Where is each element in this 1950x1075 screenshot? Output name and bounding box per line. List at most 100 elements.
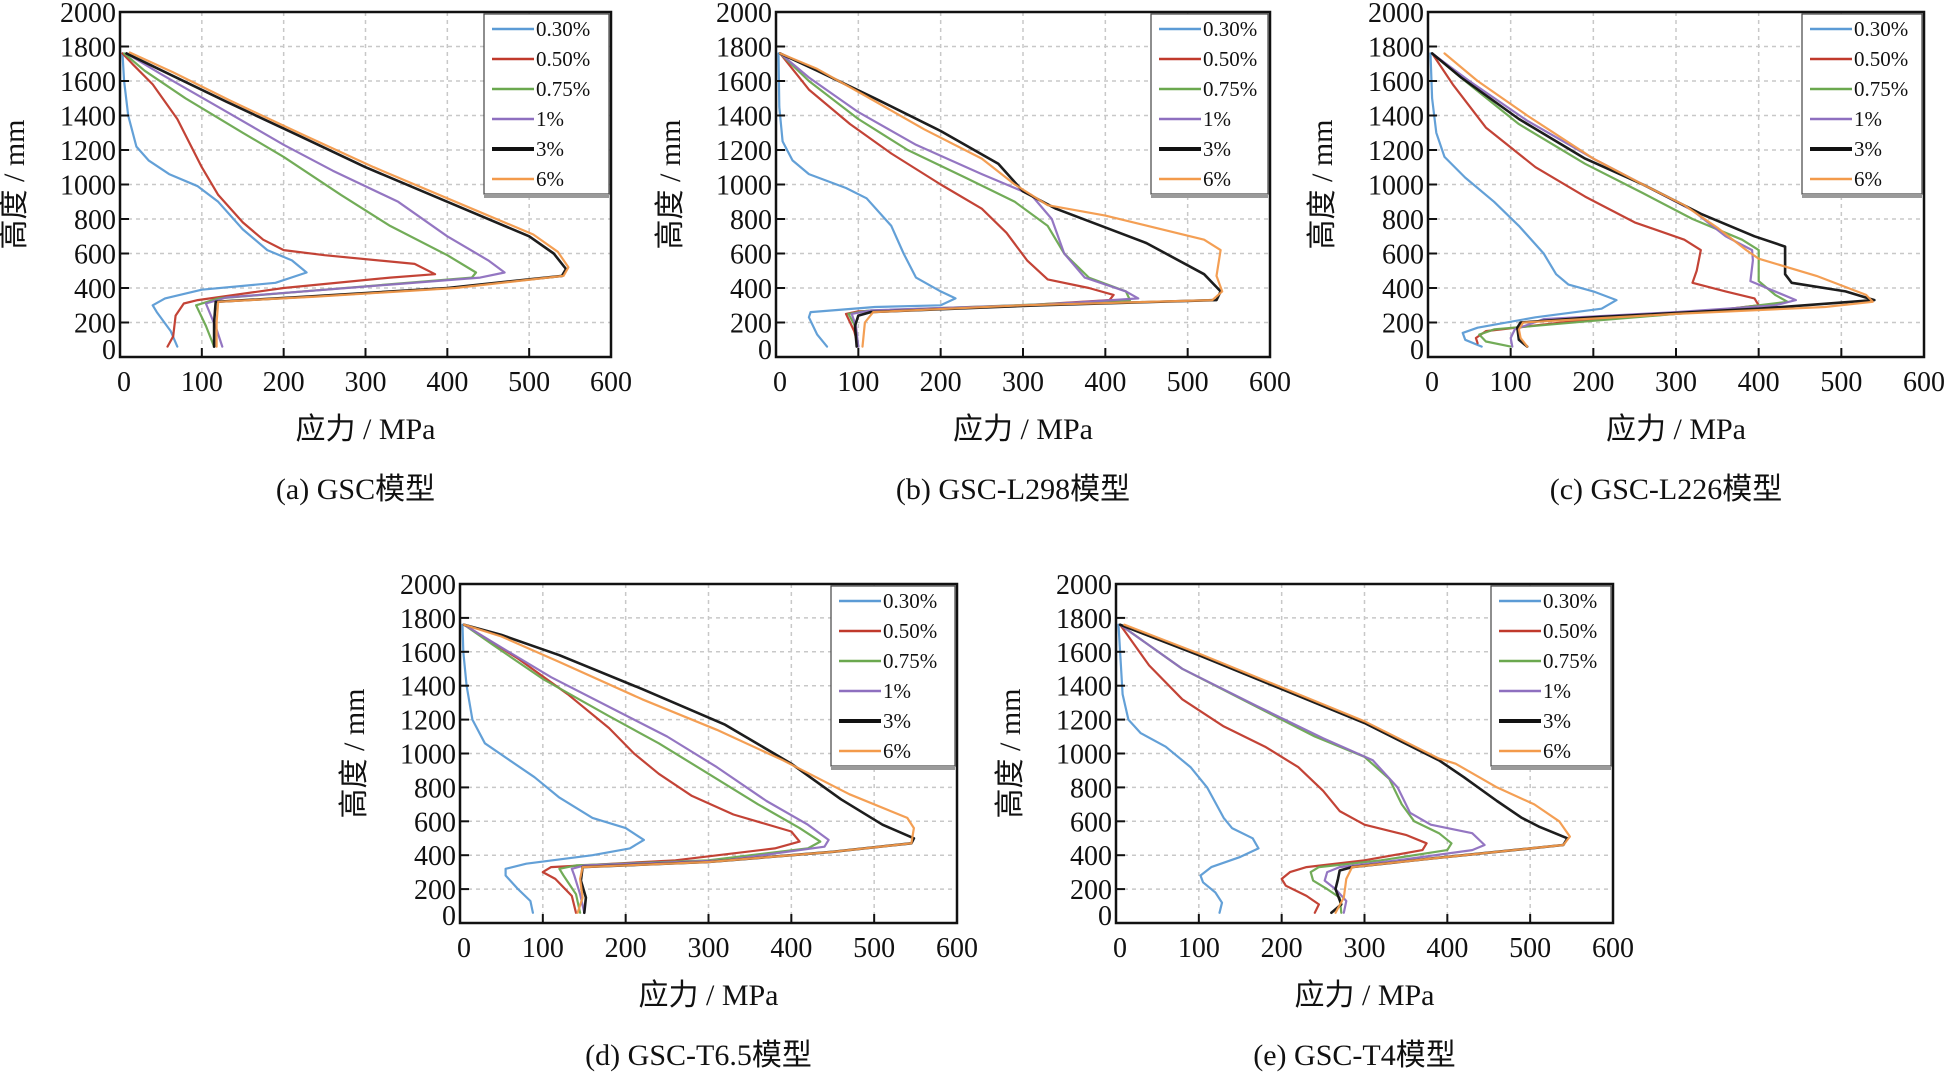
y-tick-label: 1800	[716, 33, 772, 64]
legend: 0.30% 0.50% 0.75% 1% 3% 6%	[1150, 13, 1269, 198]
y-tick-label: 800	[1382, 205, 1424, 236]
legend-label: 1%	[1854, 107, 1882, 131]
x-tick-label: 400	[426, 367, 468, 398]
series-line-0_30pct	[121, 52, 308, 348]
y-tick-label: 0	[102, 335, 116, 366]
x-tick-label: 100	[181, 367, 223, 398]
legend-label: 0.75%	[536, 77, 590, 101]
series-line-0_50pct	[1431, 52, 1760, 345]
y-tick-label: 1200	[60, 136, 116, 167]
x-tick-label: 200	[263, 367, 305, 398]
series-line-0_75pct	[1431, 52, 1789, 348]
legend-label: 0.50%	[1543, 619, 1597, 643]
series-line-0_30pct	[777, 52, 957, 348]
x-tick-label: 0	[1425, 367, 1439, 398]
x-tick-label: 0	[773, 367, 787, 398]
y-tick-label: 1800	[60, 33, 116, 64]
gridlines	[460, 584, 957, 923]
x-tick-label: 0	[1113, 933, 1127, 964]
y-tick-label: 400	[1382, 274, 1424, 305]
y-axis-label: 高度 / mm	[338, 688, 371, 818]
series-line-3pct	[1118, 623, 1569, 915]
y-tick-label: 200	[74, 309, 116, 340]
legend-box	[1801, 13, 1923, 195]
x-axis-label: 应力 / MPa	[953, 413, 1093, 446]
legend-label: 3%	[536, 137, 564, 161]
y-tick-label: 1200	[1056, 706, 1112, 737]
chart-e: 0 100 200 300 400 500 600020040060080010001200…	[994, 570, 1634, 1072]
legend-label: 3%	[1543, 709, 1571, 733]
y-tick-label: 600	[730, 240, 772, 271]
legend-label: 1%	[883, 679, 911, 703]
legend-label: 6%	[1203, 167, 1231, 191]
y-tick-label: 0	[758, 335, 772, 366]
y-tick-label: 1000	[60, 171, 116, 202]
series-line-1pct	[779, 52, 1140, 348]
chart-caption: (b) GSC-L298模型	[896, 473, 1130, 506]
legend-label: 1%	[1203, 107, 1231, 131]
y-tick-label: 0	[442, 901, 456, 932]
x-tick-label: 600	[936, 933, 978, 964]
legend-label: 1%	[1543, 679, 1571, 703]
y-tick-label: 0	[1098, 901, 1112, 932]
x-tick-label: 400	[770, 933, 812, 964]
chart-b: 0 100 200 300 400 500 600020040060080010001200…	[654, 0, 1291, 506]
chart-caption: (d) GSC-T6.5模型	[585, 1039, 812, 1072]
y-tick-label: 1200	[716, 136, 772, 167]
legend-label: 0.75%	[1854, 77, 1908, 101]
x-tick-label: 400	[1426, 933, 1468, 964]
x-tick-label: 300	[345, 367, 387, 398]
legend-box	[483, 13, 610, 195]
y-axis-label: 高度 / mm	[994, 688, 1027, 818]
legend-box	[830, 585, 956, 767]
legend-label: 3%	[1854, 137, 1882, 161]
x-tick-label: 600	[1903, 367, 1945, 398]
legend-label: 6%	[536, 167, 564, 191]
legend-label: 0.50%	[1203, 47, 1257, 71]
series-group	[1429, 52, 1876, 348]
y-tick-label: 1800	[400, 604, 456, 635]
x-tick-label: 300	[688, 933, 730, 964]
x-axis-label: 应力 / MPa	[1606, 413, 1746, 446]
legend-label: 0.50%	[883, 619, 937, 643]
y-tick-label: 1400	[716, 102, 772, 133]
legend-label: 3%	[883, 709, 911, 733]
x-tick-label: 400	[1084, 367, 1126, 398]
y-tick-label: 1400	[60, 102, 116, 133]
y-tick-label: 1000	[1368, 171, 1424, 202]
y-tick-label: 1400	[400, 672, 456, 703]
x-tick-label: 0	[117, 367, 131, 398]
y-tick-label: 800	[74, 205, 116, 236]
x-tick-label: 200	[920, 367, 962, 398]
y-tick-label: 800	[730, 205, 772, 236]
series-line-6pct	[128, 51, 570, 348]
x-tick-label: 100	[837, 367, 879, 398]
series-line-0_30pct	[1429, 52, 1618, 348]
y-tick-label: 2000	[400, 570, 456, 601]
series-group	[461, 623, 916, 915]
y-tick-label: 1800	[1368, 33, 1424, 64]
series-line-6pct	[463, 623, 915, 914]
legend-label: 6%	[883, 739, 911, 763]
x-tick-label: 500	[853, 933, 895, 964]
y-tick-label: 800	[1070, 773, 1112, 804]
legend-label: 6%	[1543, 739, 1571, 763]
chart-d: 0 100 200 300 400 500 600020040060080010001200…	[338, 570, 978, 1072]
series-line-0_50pct	[121, 52, 437, 348]
y-tick-label: 1800	[1056, 604, 1112, 635]
series-line-0_30pct	[1117, 623, 1260, 914]
y-axis-label: 高度 / mm	[1306, 119, 1339, 249]
y-tick-label: 1400	[1368, 102, 1424, 133]
chart-caption: (e) GSC-T4模型	[1253, 1039, 1455, 1072]
legend: 0.30% 0.50% 0.75% 1% 3% 6%	[483, 13, 610, 198]
x-tick-label: 300	[1344, 933, 1386, 964]
chart-caption: (a) GSC模型	[276, 473, 435, 506]
y-tick-label: 400	[730, 274, 772, 305]
x-tick-label: 600	[590, 367, 632, 398]
legend: 0.30% 0.50% 0.75% 1% 3% 6%	[1801, 13, 1923, 198]
series-line-0_50pct	[463, 623, 801, 914]
x-tick-label: 200	[605, 933, 647, 964]
y-tick-label: 600	[414, 807, 456, 838]
y-tick-label: 1600	[400, 638, 456, 669]
